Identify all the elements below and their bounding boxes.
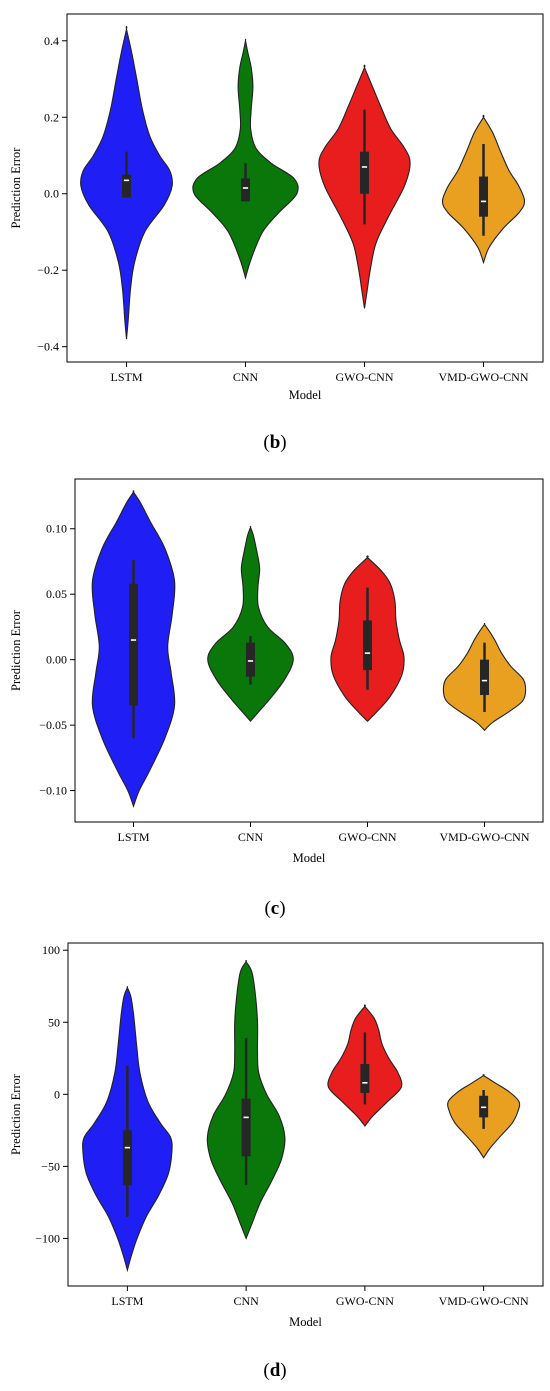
iqr-box-lstm [129, 583, 138, 706]
panel-caption-d: (d) [263, 1360, 286, 1381]
iqr-box-cnn [241, 178, 250, 202]
y-tick-label: −0.2 [37, 263, 59, 277]
violin-body-cnn [207, 525, 294, 723]
x-ticks-d: LSTM CNN GWO-CNN VMD-GWO-CNN [111, 1286, 529, 1308]
violin-gwo-cnn [318, 64, 411, 309]
violin-lstm [80, 25, 173, 340]
violins-b [80, 25, 526, 340]
x-ticks-b: LSTM CNN GWO-CNN VMD-GWO-CNN [110, 362, 529, 384]
x-tick-label-vmd-gwo-cnn: VMD-GWO-CNN [439, 370, 529, 384]
y-axis-label-d: Prediction Error [9, 1073, 23, 1155]
x-axis-label-c: Model [293, 851, 326, 865]
y-tick-label: −100 [35, 1231, 60, 1245]
plot-area-d [67, 942, 544, 1287]
y-tick-label: −0.05 [39, 718, 67, 732]
x-axis-label-d: Model [289, 1315, 322, 1329]
y-tick-label: 0.10 [46, 522, 67, 536]
iqr-box-lstm [122, 174, 131, 198]
y-tick-label: 0 [54, 1087, 60, 1101]
x-tick-label-vmd-gwo-cnn: VMD-GWO-CNN [439, 1294, 529, 1308]
violin-body-cnn [192, 38, 299, 280]
violin-lstm [91, 490, 176, 808]
panel-caption-b: (b) [263, 432, 286, 453]
y-tick-label: 50 [48, 1015, 60, 1029]
violin-vmd-gwo-cnn [442, 622, 527, 732]
y-ticks-c: −0.10 −0.05 0.00 0.05 0.10 [39, 522, 75, 798]
plot-area-b [66, 13, 544, 363]
violin-gwo-cnn [330, 555, 405, 722]
y-tick-label: −0.4 [37, 340, 59, 354]
iqr-box-cnn [246, 642, 255, 677]
y-tick-label: 0.4 [44, 34, 59, 48]
x-tick-label-lstm: LSTM [110, 370, 142, 384]
panel-b: −0.4 −0.2 0.0 0.2 0.4 LSTM CNN GWO-CNN VMD-GWO-… [9, 13, 544, 453]
y-ticks-d: −100 −50 0 50 100 [35, 943, 68, 1245]
y-axis-label-c: Prediction Error [9, 609, 23, 691]
x-tick-label-gwo-cnn: GWO-CNN [339, 830, 397, 844]
violin-cnn [206, 959, 286, 1240]
iqr-box-gwo-cnn [360, 151, 369, 194]
iqr-box-cnn [241, 1098, 251, 1157]
x-axis-label-b: Model [289, 388, 322, 402]
iqr-box-lstm [122, 1130, 132, 1186]
x-tick-label-cnn: CNN [233, 1294, 259, 1308]
x-tick-label-lstm: LSTM [117, 830, 149, 844]
y-ticks-b: −0.4 −0.2 0.0 0.2 0.4 [37, 34, 67, 354]
x-ticks-c: LSTM CNN GWO-CNN VMD-GWO-CNN [117, 822, 530, 844]
violin-gwo-cnn [327, 1004, 403, 1127]
y-tick-label: −0.10 [39, 784, 67, 798]
y-axis-label-b: Prediction Error [9, 147, 23, 229]
violin-cnn [207, 525, 294, 723]
violin-vmd-gwo-cnn [441, 114, 526, 265]
x-tick-label-cnn: CNN [238, 830, 264, 844]
y-tick-label: 0.00 [46, 653, 67, 667]
y-tick-label: 0.05 [46, 587, 67, 601]
violin-lstm [82, 986, 173, 1273]
x-tick-label-lstm: LSTM [111, 1294, 143, 1308]
x-tick-label-cnn: CNN [233, 370, 259, 384]
panel-c: −0.10 −0.05 0.00 0.05 0.10 LSTM CNN GWO-CNN VMD… [9, 478, 544, 919]
x-tick-label-gwo-cnn: GWO-CNN [336, 370, 394, 384]
iqr-box-gwo-cnn [360, 1064, 370, 1093]
violins-c [91, 490, 527, 808]
iqr-box-vmd-gwo-cnn [480, 659, 489, 696]
violin-vmd-gwo-cnn [447, 1074, 521, 1159]
y-tick-label: 100 [42, 943, 60, 957]
iqr-box-gwo-cnn [363, 620, 372, 671]
x-tick-label-vmd-gwo-cnn: VMD-GWO-CNN [440, 830, 530, 844]
violins-d [82, 959, 521, 1273]
plot-area-c [74, 478, 544, 823]
violin-cnn [192, 38, 299, 280]
y-tick-label: 0.2 [44, 110, 59, 124]
x-tick-label-gwo-cnn: GWO-CNN [336, 1294, 394, 1308]
y-tick-label: −50 [41, 1159, 60, 1173]
panel-caption-c: (c) [264, 898, 285, 919]
iqr-box-vmd-gwo-cnn [479, 176, 488, 217]
y-tick-label: 0.0 [44, 187, 59, 201]
